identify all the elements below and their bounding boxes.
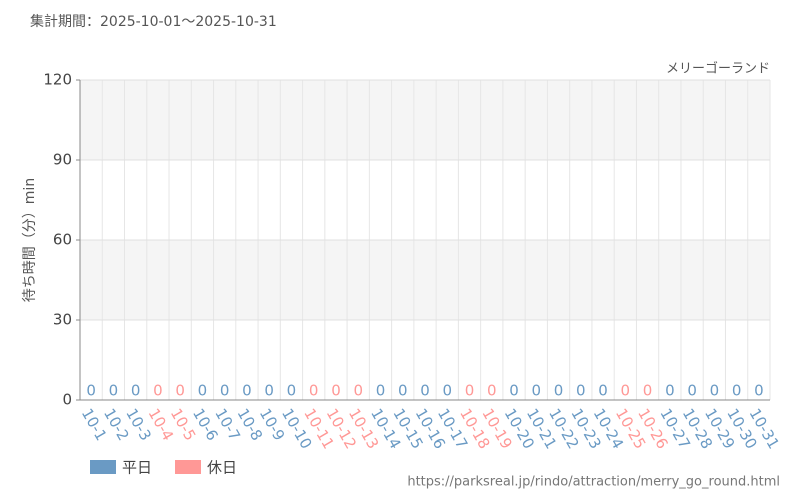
chart-title: 集計期間：2025-10-01～2025-10-31 (30, 13, 277, 30)
y-axis-label: 待ち時間（分）min (22, 178, 38, 302)
data-label: 0 (509, 382, 519, 400)
data-label: 0 (576, 382, 586, 400)
data-label: 0 (532, 382, 542, 400)
data-label: 0 (109, 382, 119, 400)
data-label: 0 (710, 382, 720, 400)
data-label: 0 (465, 382, 475, 400)
data-label: 0 (153, 382, 163, 400)
data-label: 0 (198, 382, 208, 400)
data-label: 0 (487, 382, 497, 400)
data-label: 0 (220, 382, 230, 400)
legend-swatch (175, 460, 201, 474)
data-label: 0 (643, 382, 653, 400)
data-label: 0 (665, 382, 675, 400)
data-label: 0 (598, 382, 608, 400)
y-tick-label: 0 (62, 391, 72, 409)
data-label: 0 (376, 382, 386, 400)
source-url: https://parksreal.jp/rindo/attraction/me… (407, 475, 780, 490)
chart-subtitle: メリーゴーランド (666, 61, 770, 77)
data-label: 0 (398, 382, 408, 400)
data-label: 0 (621, 382, 631, 400)
y-tick-label: 60 (53, 231, 72, 249)
data-label: 0 (353, 382, 363, 400)
legend-label: 休日 (207, 459, 237, 477)
y-tick-label: 30 (53, 311, 72, 329)
data-label: 0 (554, 382, 564, 400)
y-tick-label: 90 (53, 151, 72, 169)
data-label: 0 (287, 382, 297, 400)
data-label: 0 (442, 382, 452, 400)
legend-swatch (90, 460, 116, 474)
data-label: 0 (264, 382, 274, 400)
legend-label: 平日 (122, 459, 152, 477)
data-label: 0 (131, 382, 141, 400)
data-label: 0 (687, 382, 697, 400)
data-label: 0 (175, 382, 185, 400)
grid-band (80, 240, 770, 320)
data-label: 0 (732, 382, 742, 400)
grid-band (80, 80, 770, 160)
data-label: 0 (309, 382, 319, 400)
data-label: 0 (331, 382, 341, 400)
data-label: 0 (242, 382, 252, 400)
data-label: 0 (86, 382, 96, 400)
y-tick-label: 120 (43, 71, 72, 89)
data-label: 0 (420, 382, 430, 400)
data-label: 0 (754, 382, 764, 400)
